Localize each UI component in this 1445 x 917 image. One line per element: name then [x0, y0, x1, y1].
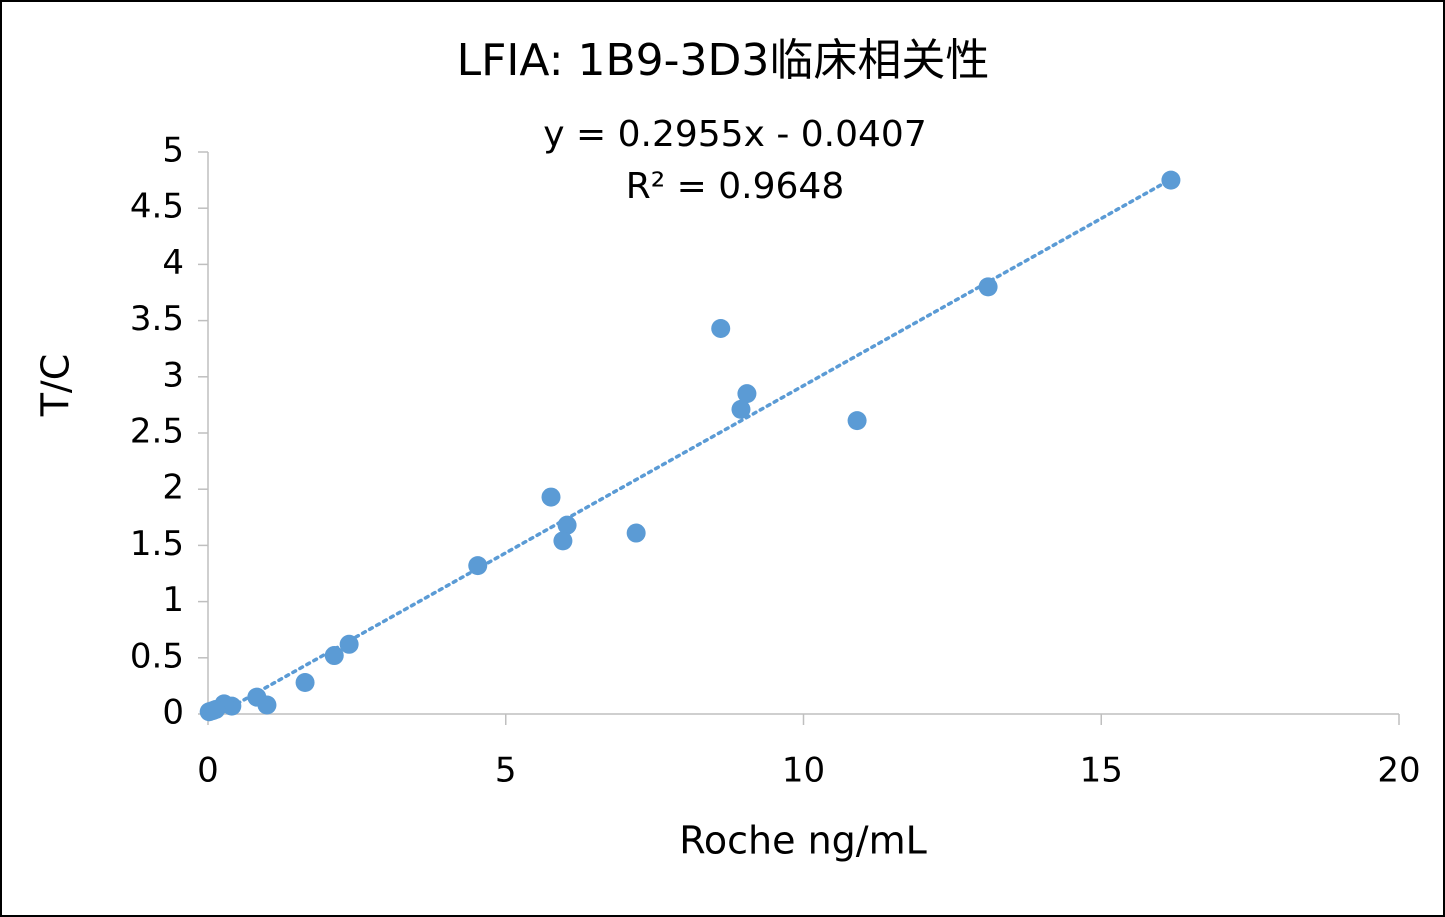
x-tick-label: 5	[495, 751, 517, 791]
point	[737, 384, 757, 404]
point	[557, 515, 577, 535]
x-tick-label: 10	[782, 751, 825, 791]
point	[295, 673, 315, 693]
point	[553, 531, 573, 551]
y-tick-label: 5	[162, 131, 184, 171]
trendline	[207, 177, 1173, 722]
x-tick-label: 0	[197, 751, 219, 791]
point	[324, 646, 344, 666]
y-tick-label: 1.5	[130, 524, 184, 564]
point	[978, 277, 998, 297]
point	[847, 411, 867, 431]
point	[257, 695, 277, 715]
chart-title: LFIA: 1B9-3D3临床相关性	[457, 35, 990, 86]
x-tick-label: 20	[1377, 751, 1420, 791]
y-tick-label: 4	[162, 243, 184, 283]
point	[339, 634, 359, 654]
y-tick-label: 4.5	[130, 187, 184, 227]
y-tick-label: 3.5	[130, 299, 184, 339]
point	[626, 523, 646, 543]
point	[731, 399, 751, 419]
y-tick-label: 2	[162, 468, 184, 508]
point	[203, 701, 223, 721]
point	[468, 556, 488, 576]
trend-equation: y = 0.2955x - 0.0407	[543, 114, 926, 155]
y-tick-label: 0	[162, 693, 184, 733]
y-tick-label: 2.5	[130, 412, 184, 452]
r-squared: R² = 0.9648	[626, 166, 844, 207]
point	[711, 318, 731, 338]
y-axis-label: T/C	[34, 354, 78, 418]
x-tick-label: 15	[1080, 751, 1123, 791]
point	[541, 487, 561, 507]
y-tick-label: 1	[162, 580, 184, 620]
y-tick-label: 0.5	[130, 636, 184, 676]
y-tick-label: 3	[162, 355, 184, 395]
point	[1161, 170, 1181, 190]
x-axis-label: Roche ng/mL	[679, 819, 927, 863]
